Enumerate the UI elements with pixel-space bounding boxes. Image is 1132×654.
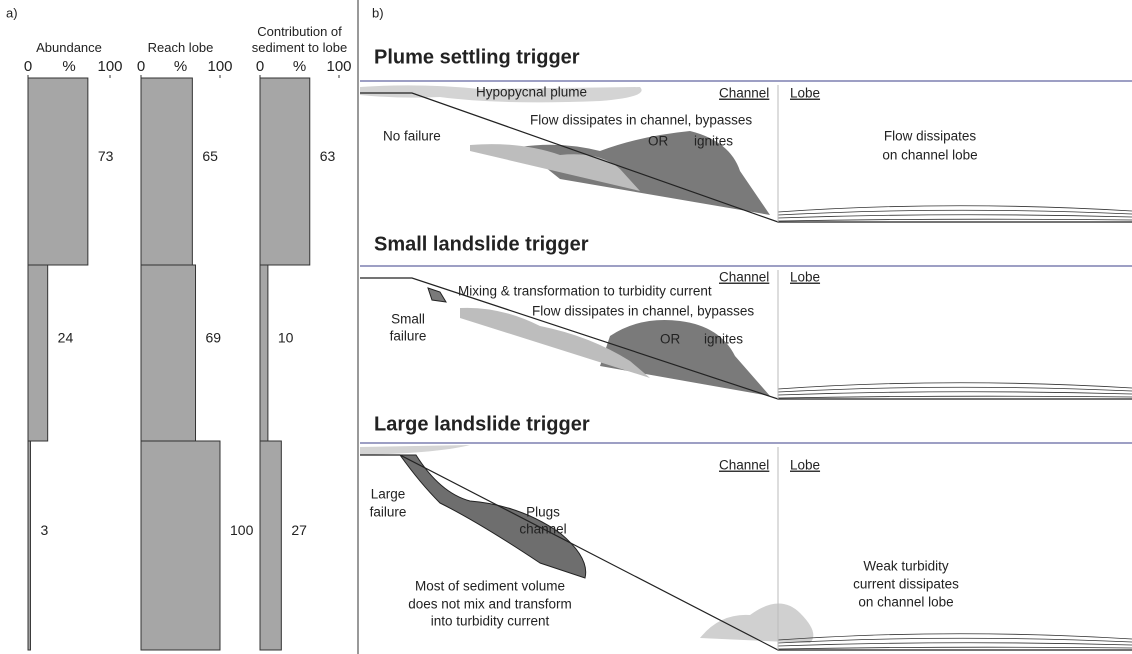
diagram-label: Channel — [719, 270, 769, 285]
bar — [141, 265, 196, 441]
plume — [360, 445, 470, 455]
diagram-label: Lobe — [790, 270, 820, 285]
lobe-layer — [778, 215, 1132, 218]
x-tick-label: 0 — [24, 58, 32, 75]
diagram-label: OR — [648, 134, 669, 149]
panel-title: Plume settling trigger — [374, 46, 580, 68]
bar — [141, 78, 192, 265]
chart-title: Contribution of sediment to lobe — [244, 24, 356, 56]
lobe-layer — [778, 219, 1132, 221]
diagram-label: does not mix and transform — [408, 597, 572, 612]
diagram-label: Flow dissipates in channel, bypasses — [530, 113, 752, 128]
diagram-label: No failure — [383, 129, 441, 144]
value-label: 10 — [278, 330, 294, 346]
diagram-label: on channel lobe — [882, 148, 977, 163]
diagram-label: Hypopycnal plume — [476, 85, 587, 100]
diagram-label: Most of sediment volume — [415, 579, 565, 594]
diagram-label: Flow dissipates — [884, 129, 977, 144]
diagram-label: Flow dissipates in channel, bypasses — [532, 304, 754, 319]
diagram-label: Lobe — [790, 86, 820, 101]
x-tick-label: 100 — [326, 58, 351, 75]
bar — [28, 265, 48, 441]
failure — [428, 288, 446, 302]
diagram-label: OR — [660, 332, 681, 347]
chart-title: Abundance — [4, 40, 134, 56]
lobe-layer — [778, 206, 1132, 212]
bar — [260, 265, 268, 441]
diagram-label: Channel — [719, 86, 769, 101]
value-label: 69 — [206, 330, 222, 346]
diagram-label: channel — [519, 522, 566, 537]
bar — [260, 78, 310, 265]
bar — [141, 441, 220, 650]
lobe-layer — [778, 634, 1132, 640]
chart-title: Reach lobe — [116, 40, 246, 56]
diagram-label: Mixing & transformation to turbidity cur… — [458, 284, 712, 299]
x-tick-label: 100 — [97, 58, 122, 75]
value-label: 73 — [98, 148, 114, 164]
value-label: 63 — [320, 148, 336, 164]
panel-label: b) — [372, 5, 384, 20]
lobe-layer — [778, 392, 1132, 395]
x-tick-label: 0 — [137, 58, 145, 75]
flow — [600, 320, 770, 396]
diagram-label: ignites — [694, 134, 733, 149]
lobe-layer — [778, 643, 1132, 646]
x-tick-label: 100 — [207, 58, 232, 75]
panel-title: Large landslide trigger — [374, 413, 590, 435]
lobe-layer — [778, 638, 1132, 643]
diagram-label: Channel — [719, 458, 769, 473]
x-axis-label: % — [174, 58, 187, 75]
diagram-label: failure — [370, 505, 407, 520]
diagram-label: Large — [371, 487, 406, 502]
diagram-label: current dissipates — [853, 577, 959, 592]
diagram-label: ignites — [704, 332, 743, 347]
figure: a) b) 0 100% 73 24 3 0 100% 65 69 100 0 100% 63 10 27 P… — [0, 0, 1132, 654]
x-tick-label: 0 — [256, 58, 264, 75]
value-label: 100 — [230, 522, 254, 538]
x-axis-label: % — [62, 58, 75, 75]
value-label: 24 — [58, 330, 74, 346]
x-axis-label: % — [293, 58, 306, 75]
bar — [28, 78, 88, 265]
diagram-label: into turbidity current — [431, 614, 550, 629]
canvas: a) b) 0 100% 73 24 3 0 100% 65 69 100 0 100% 63 10 27 P… — [0, 0, 1132, 654]
lobe-layer — [778, 387, 1132, 392]
diagram-label: failure — [390, 329, 427, 344]
lobe-layer — [778, 647, 1132, 649]
lobe-layer — [778, 210, 1132, 215]
lobe-layer — [778, 383, 1132, 389]
flow-light — [700, 603, 813, 643]
panel-title: Small landslide trigger — [374, 233, 589, 255]
value-label: 65 — [202, 148, 218, 164]
diagram-label: Weak turbidity — [863, 559, 949, 574]
lobe-layer — [778, 396, 1132, 398]
value-label: 3 — [40, 522, 48, 538]
diagram-label: on channel lobe — [858, 595, 953, 610]
bar — [260, 441, 281, 650]
diagram-label: Small — [391, 312, 425, 327]
value-label: 27 — [291, 522, 307, 538]
bar — [28, 441, 30, 650]
diagram-label: Plugs — [526, 505, 560, 520]
diagram-label: Lobe — [790, 458, 820, 473]
panel-label: a) — [6, 5, 18, 20]
